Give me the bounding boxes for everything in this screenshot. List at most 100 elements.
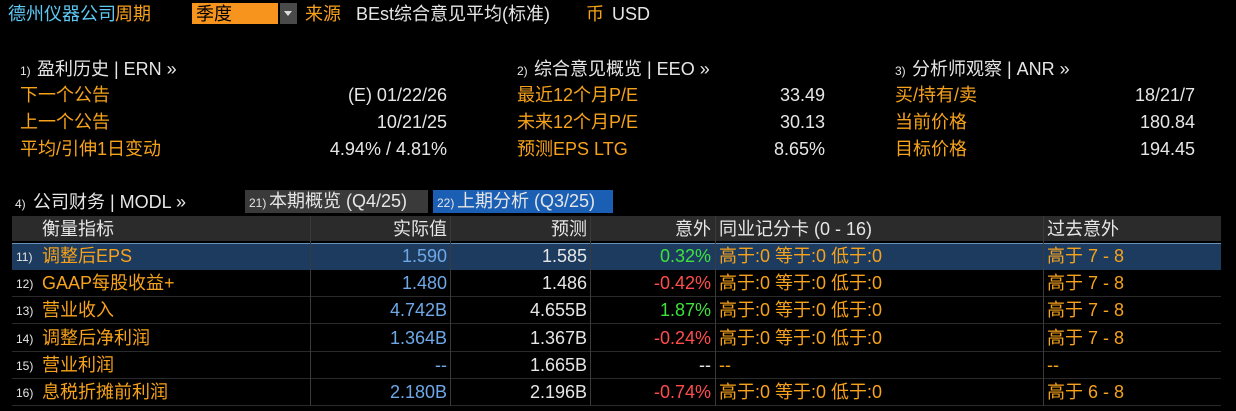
column-header: 意外 <box>675 219 711 239</box>
row-number: 16) <box>16 386 34 400</box>
actual-value: 1.364B <box>389 327 447 348</box>
column-divider <box>310 216 311 407</box>
metric-label: 未来12个月P/E <box>517 112 639 132</box>
currency-label: 币 <box>586 4 604 24</box>
row-label[interactable]: 调整后净利润 <box>42 327 150 348</box>
table-row[interactable] <box>12 379 1221 406</box>
metric-value: 4.94% / 4.81% <box>329 139 447 159</box>
past-surprise: 高于 6 - 8 <box>1047 382 1125 402</box>
arrow-icon <box>284 11 292 16</box>
peer-scorecard: -- <box>719 354 731 375</box>
peer-scorecard: 高于:0 等于:0 低于:0 <box>719 382 883 402</box>
peer-scorecard: 高于:0 等于:0 低于:0 <box>719 273 883 294</box>
actual-value: 2.180B <box>389 382 447 402</box>
tab-number[interactable]: 21) <box>249 196 267 210</box>
panel-number[interactable]: 2) <box>517 64 528 78</box>
section-number[interactable]: 4) <box>15 197 26 211</box>
row-number: 14) <box>16 331 34 346</box>
column-header: 同业记分卡 (0 - 16) <box>719 219 873 239</box>
estimate-value: 2.196B <box>529 382 587 402</box>
actual-value: -- <box>435 354 447 375</box>
panel-number[interactable]: 1) <box>20 64 31 78</box>
estimate-value: 4.655B <box>529 300 587 321</box>
column-divider <box>715 216 716 407</box>
column-header: 实际值 <box>393 219 447 239</box>
source-value: BEst综合意见平均(标准) <box>356 4 551 24</box>
currency-value: USD <box>612 4 651 24</box>
surprise-value: 1.87% <box>659 300 711 321</box>
metric-value: 8.65% <box>773 139 825 159</box>
estimate-value: 1.585 <box>541 246 587 266</box>
estimate-value: 1.665B <box>529 354 587 375</box>
selected-row[interactable] <box>12 243 1221 271</box>
row-label[interactable]: 营业利润 <box>42 354 114 375</box>
metric-value: 30.13 <box>779 112 825 132</box>
table-row[interactable] <box>12 297 1221 325</box>
metric-label: 预测EPS LTG <box>517 139 628 159</box>
panel-title[interactable]: 综合意见概览 | EEO » <box>534 59 710 79</box>
column-header: 过去意外 <box>1047 219 1119 239</box>
metric-label: 上一个公告 <box>20 112 110 132</box>
row-label[interactable]: 调整后EPS <box>42 246 133 266</box>
table-row[interactable] <box>12 270 1221 298</box>
past-surprise: 高于 7 - 8 <box>1047 273 1125 294</box>
tab[interactable] <box>433 190 613 213</box>
row-label[interactable]: GAAP每股收益+ <box>42 273 175 294</box>
past-surprise: 高于 7 - 8 <box>1047 327 1125 348</box>
table-row[interactable] <box>12 324 1221 352</box>
row-number: 11) <box>16 250 33 264</box>
panel-title[interactable]: 盈利历史 | ERN » <box>37 59 177 79</box>
row-number: 13) <box>16 304 34 319</box>
row-label[interactable]: 息税折摊前利润 <box>42 382 168 402</box>
metric-value: 180.84 <box>1139 112 1195 132</box>
column-divider <box>1043 216 1044 407</box>
surprise-value: -- <box>699 354 711 375</box>
surprise-value: -0.74% <box>653 382 711 402</box>
column-divider <box>590 216 591 407</box>
tab-number[interactable]: 22) <box>437 196 455 210</box>
tab-label[interactable]: 上期分析 (Q3/25) <box>457 191 596 211</box>
past-surprise: 高于 7 - 8 <box>1047 300 1125 321</box>
period-label: 周期 <box>115 4 151 24</box>
column-header: 预测 <box>551 219 587 239</box>
table-header-bg <box>12 216 1221 241</box>
tab[interactable] <box>245 190 428 213</box>
estimate-value: 1.367B <box>529 327 587 348</box>
metric-label: 下一个公告 <box>20 85 110 105</box>
surprise-value: -0.42% <box>653 273 711 294</box>
row-label[interactable]: 营业收入 <box>42 300 114 321</box>
source-label: 来源 <box>305 4 341 24</box>
table-row[interactable] <box>12 351 1221 379</box>
actual-value: 1.590 <box>401 246 447 266</box>
column-divider <box>450 216 451 407</box>
row-number: 12) <box>16 277 34 292</box>
section-title[interactable]: 公司财务 | MODL » <box>33 192 187 212</box>
past-surprise: -- <box>1047 354 1059 375</box>
peer-scorecard: 高于:0 等于:0 低于:0 <box>719 300 883 321</box>
panel-number[interactable]: 3) <box>895 64 906 78</box>
past-surprise: 高于 7 - 8 <box>1047 246 1125 266</box>
estimate-value: 1.486 <box>541 273 587 294</box>
metric-value: (E) 01/22/26 <box>347 85 447 105</box>
actual-value: 4.742B <box>389 300 447 321</box>
surprise-value: -0.24% <box>653 327 711 348</box>
metric-label: 目标价格 <box>895 139 967 159</box>
peer-scorecard: 高于:0 等于:0 低于:0 <box>719 246 883 266</box>
surprise-value: 0.32% <box>659 246 711 266</box>
metric-value: 10/21/25 <box>376 112 447 132</box>
actual-value: 1.480 <box>401 273 447 294</box>
tab-label[interactable]: 本期概览 (Q4/25) <box>269 191 408 211</box>
metric-label: 当前价格 <box>895 112 967 132</box>
peer-scorecard: 高于:0 等于:0 低于:0 <box>719 327 883 348</box>
column-header: 衡量指标 <box>42 219 114 239</box>
dropdown-arrow[interactable] <box>280 3 297 24</box>
company-name: 德州仪器公司 <box>8 4 116 24</box>
row-number: 15) <box>16 358 34 373</box>
metric-value: 18/21/7 <box>1134 85 1195 105</box>
metric-value: 194.45 <box>1139 139 1195 159</box>
metric-label: 最近12个月P/E <box>517 85 639 105</box>
period-dropdown[interactable]: 季度 <box>192 3 278 24</box>
panel-title[interactable]: 分析师观察 | ANR » <box>912 59 1070 79</box>
metric-label: 买/持有/卖 <box>895 85 978 105</box>
